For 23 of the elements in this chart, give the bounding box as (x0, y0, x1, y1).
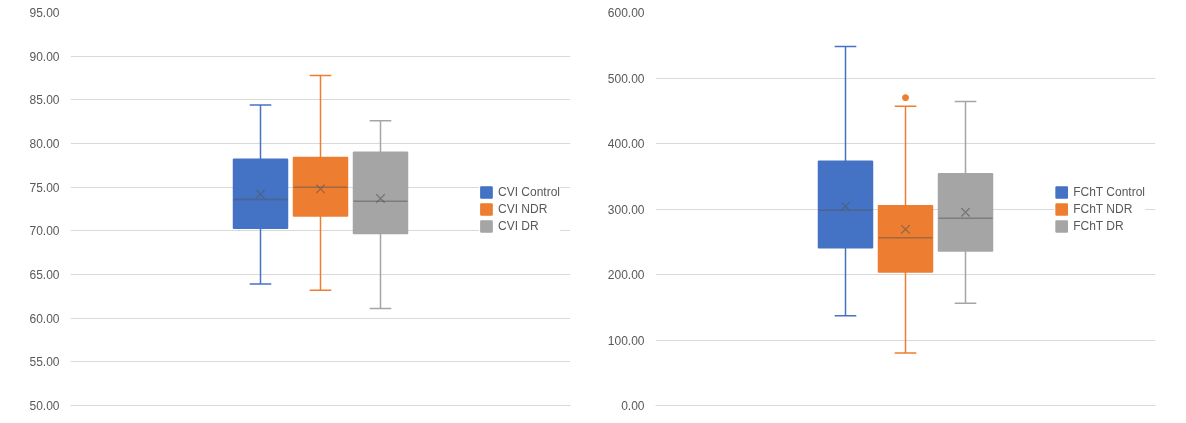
y-tick-label: 100.00 (607, 333, 645, 348)
y-tick-label: 80.00 (29, 137, 60, 151)
y-tick-label: 50.00 (29, 399, 60, 413)
y-tick-label: 75.00 (29, 180, 60, 195)
legend-label: CVI Control (497, 184, 560, 199)
y-tick-label: 70.00 (29, 224, 60, 239)
legend-label: CVI DR (497, 218, 539, 233)
y-tick-label: 85.00 (29, 93, 60, 108)
legend-label: FChT Control (1073, 184, 1145, 199)
y-tick-label: 95.00 (29, 6, 60, 20)
legend-label: FChT DR (1073, 218, 1124, 233)
y-tick-label: 60.00 (29, 311, 60, 326)
y-tick-label: 300.00 (607, 202, 645, 217)
y-tick-label: 400.00 (607, 137, 645, 151)
legend-label: FChT NDR (1073, 201, 1133, 216)
legend-label: CVI NDR (497, 201, 548, 216)
y-tick-label: 0.00 (621, 399, 645, 413)
y-tick-label: 600.00 (607, 6, 645, 20)
y-tick-label: 55.00 (29, 355, 60, 370)
y-tick-label: 500.00 (607, 71, 645, 86)
y-tick-label: 65.00 (29, 268, 60, 282)
y-tick-label: 90.00 (29, 49, 60, 64)
y-tick-label: 200.00 (607, 268, 645, 282)
